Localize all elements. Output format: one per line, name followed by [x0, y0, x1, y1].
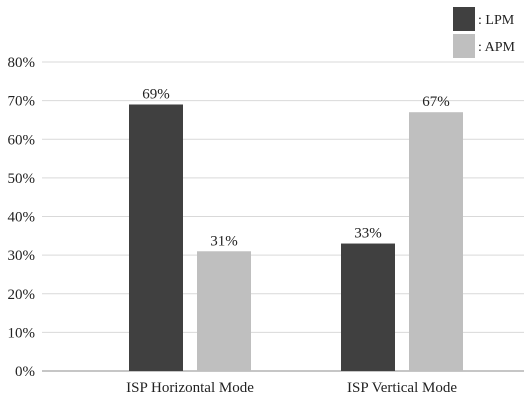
category-label: ISP Horizontal Mode: [126, 380, 254, 396]
data-label: 69%: [142, 86, 170, 102]
legend-swatch: [453, 34, 475, 58]
bar-apm-horizontal: [197, 251, 251, 371]
gridlines: [42, 61, 524, 372]
y-tick-label: 60%: [8, 132, 36, 148]
bar-lpm-vertical: [341, 243, 395, 371]
legend-label: : LPM: [478, 13, 515, 28]
legend: : LPM : APM: [453, 7, 516, 58]
bars: [129, 104, 463, 372]
y-tick-label: 50%: [8, 171, 36, 187]
legend-label: : APM: [478, 40, 516, 55]
labels: 0% 10% 20% 30% 40% 50% 60% 70% 80% 69% 31% ISP Hori…: [8, 55, 458, 396]
y-tick-label: 10%: [8, 325, 36, 341]
y-tick-label: 70%: [8, 94, 36, 110]
data-label: 31%: [210, 233, 238, 249]
y-tick-label: 30%: [8, 248, 36, 264]
category-label: ISP Vertical Mode: [347, 380, 457, 396]
y-tick-label: 80%: [8, 55, 36, 71]
legend-swatch: [453, 7, 475, 31]
y-tick-label: 40%: [8, 210, 36, 226]
bar-lpm-horizontal: [129, 104, 183, 372]
data-label: 67%: [422, 94, 450, 110]
y-tick-label: 20%: [8, 287, 36, 303]
data-label: 33%: [354, 226, 382, 242]
bar-apm-vertical: [409, 112, 463, 372]
y-tick-label: 0%: [15, 364, 35, 380]
